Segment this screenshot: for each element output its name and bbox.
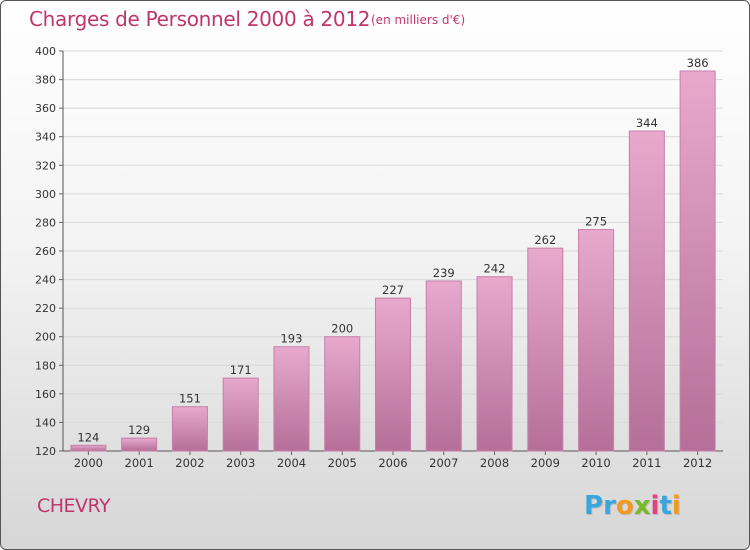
logo-letter: r [603, 491, 616, 521]
bar-2000 [70, 444, 107, 452]
y-tick-label: 360 [35, 102, 56, 115]
logo-letter: i [671, 491, 681, 521]
logo-letter: o [615, 491, 634, 521]
bar-2010 [578, 229, 615, 452]
x-tick-label: 2010 [581, 456, 610, 470]
value-label: 262 [534, 233, 556, 247]
x-tick-label: 2002 [175, 456, 204, 470]
y-tick-label: 120 [35, 445, 56, 458]
value-label: 151 [179, 392, 201, 406]
y-tick-label: 260 [35, 245, 56, 258]
bar-2009 [527, 247, 564, 452]
bar-2007 [425, 280, 462, 452]
bar-2006 [374, 297, 412, 452]
commune-name: CHEVRY [37, 495, 111, 517]
y-tick-label: 400 [35, 45, 56, 58]
y-tick-label: 300 [35, 188, 56, 201]
x-tick-label: 2003 [226, 456, 255, 470]
value-label: 344 [636, 116, 658, 130]
y-tick-label: 340 [35, 131, 56, 144]
logo-letter: i [650, 491, 660, 521]
x-tick-label: 2011 [632, 456, 661, 470]
x-tick-label: 2000 [74, 456, 103, 470]
y-tick-label: 140 [35, 416, 56, 429]
y-tick-label: 220 [35, 302, 56, 315]
logo-letter: P [584, 491, 604, 521]
bar-2004 [273, 346, 310, 452]
y-tick-label: 280 [35, 216, 56, 229]
value-label: 124 [77, 430, 99, 444]
x-tick-label: 2004 [277, 456, 306, 470]
value-label: 386 [687, 56, 709, 70]
bars [70, 70, 716, 452]
bar-2003 [222, 377, 259, 452]
x-tick-label: 2006 [378, 456, 407, 470]
y-tick-label: 160 [35, 388, 56, 401]
chart-subtitle: (en milliers d'€) [371, 13, 466, 27]
chart-title: Charges de Personnel 2000 à 2012 [29, 7, 371, 31]
y-tick-label: 240 [35, 274, 56, 287]
bar-2008 [476, 276, 513, 452]
bar-2001 [121, 437, 158, 452]
bar-2011 [628, 130, 665, 452]
bar-2005 [324, 336, 361, 452]
value-label: 193 [280, 332, 302, 346]
y-tick-label: 380 [35, 74, 56, 87]
x-tick-label: 2009 [531, 456, 560, 470]
y-tick-label: 180 [35, 359, 56, 372]
value-label: 227 [382, 283, 404, 297]
value-label: 242 [484, 262, 506, 276]
y-tick-label: 200 [35, 331, 56, 344]
value-label: 129 [128, 423, 150, 437]
x-tick-label: 2005 [328, 456, 357, 470]
value-label: 239 [433, 266, 455, 280]
logo-letter: t [659, 491, 672, 521]
bar-2002 [171, 406, 208, 452]
value-labels: 124 2000 129 2001 151 2002 171 2003 193 2004 200 20… [74, 56, 713, 470]
value-label: 171 [230, 363, 252, 377]
x-tick-label: 2012 [683, 456, 712, 470]
value-label: 200 [331, 322, 353, 336]
x-tick-label: 2008 [480, 456, 509, 470]
x-tick-label: 2001 [125, 456, 154, 470]
proxiti-logo: Proxiti [584, 491, 681, 521]
logo-letter: x [633, 491, 651, 521]
value-label: 275 [585, 215, 607, 229]
x-tick-label: 2007 [429, 456, 458, 470]
y-tick-label: 320 [35, 159, 56, 172]
bar-2012 [679, 70, 716, 452]
